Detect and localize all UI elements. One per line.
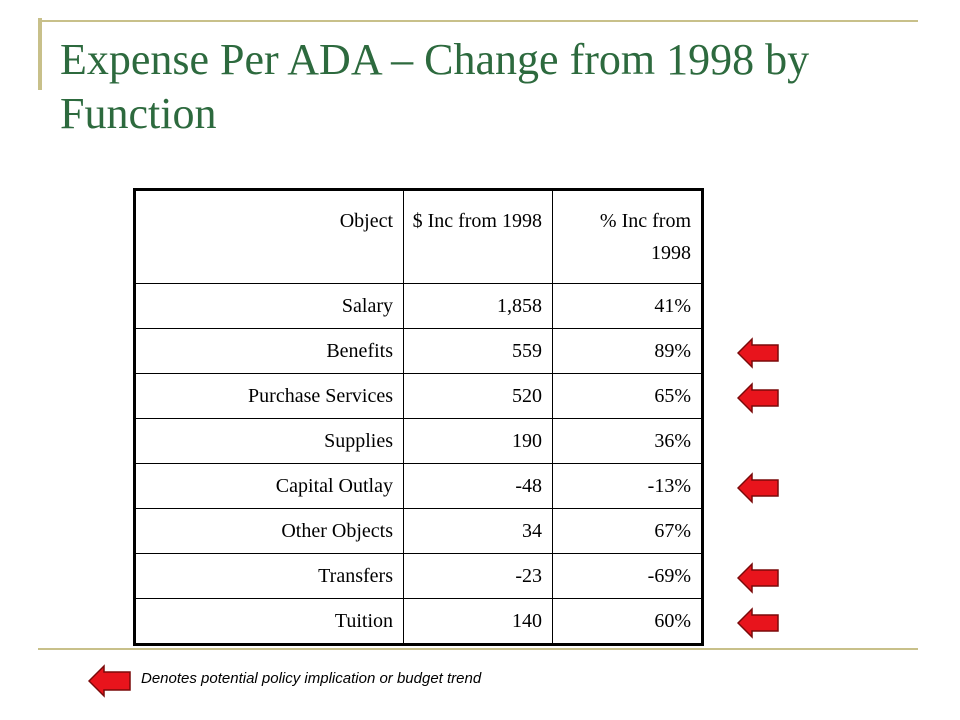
row-dollar-inc: -48 — [403, 463, 553, 509]
row-pct-inc: 65% — [552, 373, 703, 419]
row-object: Transfers — [134, 553, 404, 599]
row-object: Benefits — [134, 328, 404, 374]
row-dollar-inc: 190 — [403, 418, 553, 464]
table-header-row: Object $ Inc from 1998 % Inc from 1998 — [134, 189, 703, 284]
row-pct-inc: -13% — [552, 463, 703, 509]
header-dollar-inc: $ Inc from 1998 — [403, 189, 553, 284]
row-object: Tuition — [134, 598, 404, 645]
row-object: Salary — [134, 283, 404, 329]
row-pct-inc: 89% — [552, 328, 703, 374]
row-pct-inc: 36% — [552, 418, 703, 464]
red-left-arrow-icon — [737, 561, 779, 594]
red-left-arrow-icon — [737, 607, 779, 639]
row-object: Capital Outlay — [134, 463, 404, 509]
table-row: Supplies 190 36% — [134, 418, 703, 464]
row-dollar-inc: -23 — [403, 553, 553, 599]
row-pct-inc: 67% — [552, 508, 703, 554]
row-object: Supplies — [134, 418, 404, 464]
frame-bottom-line — [38, 648, 918, 650]
table-row: Capital Outlay -48 -13% — [134, 463, 703, 509]
row-dollar-inc: 140 — [403, 598, 553, 645]
row-object: Other Objects — [134, 508, 404, 554]
table-row: Tuition 140 60% — [134, 598, 703, 645]
red-left-arrow-icon — [737, 471, 779, 504]
header-pct-inc: % Inc from 1998 — [552, 189, 703, 284]
red-left-arrow-icon — [88, 664, 131, 698]
legend-text: Denotes potential policy implication or … — [141, 670, 482, 687]
row-dollar-inc: 520 — [403, 373, 553, 419]
row-dollar-inc: 34 — [403, 508, 553, 554]
row-dollar-inc: 559 — [403, 328, 553, 374]
row-pct-inc: 41% — [552, 283, 703, 329]
red-left-arrow-icon — [737, 381, 779, 414]
frame-left-line — [38, 18, 42, 90]
table-row: Other Objects 34 67% — [134, 508, 703, 554]
row-object: Purchase Services — [134, 373, 404, 419]
red-left-arrow-icon — [737, 336, 779, 369]
table-row: Benefits 559 89% — [134, 328, 703, 374]
expense-table: Object $ Inc from 1998 % Inc from 1998 S… — [133, 188, 704, 646]
frame-top-line — [38, 20, 918, 22]
table-row: Purchase Services 520 65% — [134, 373, 703, 419]
header-object: Object — [134, 189, 404, 284]
slide-title: Expense Per ADA – Change from 1998 by Fu… — [60, 35, 810, 138]
row-pct-inc: 60% — [552, 598, 703, 645]
table-row: Transfers -23 -69% — [134, 553, 703, 599]
table-row: Salary 1,858 41% — [134, 283, 703, 329]
row-pct-inc: -69% — [552, 553, 703, 599]
row-dollar-inc: 1,858 — [403, 283, 553, 329]
